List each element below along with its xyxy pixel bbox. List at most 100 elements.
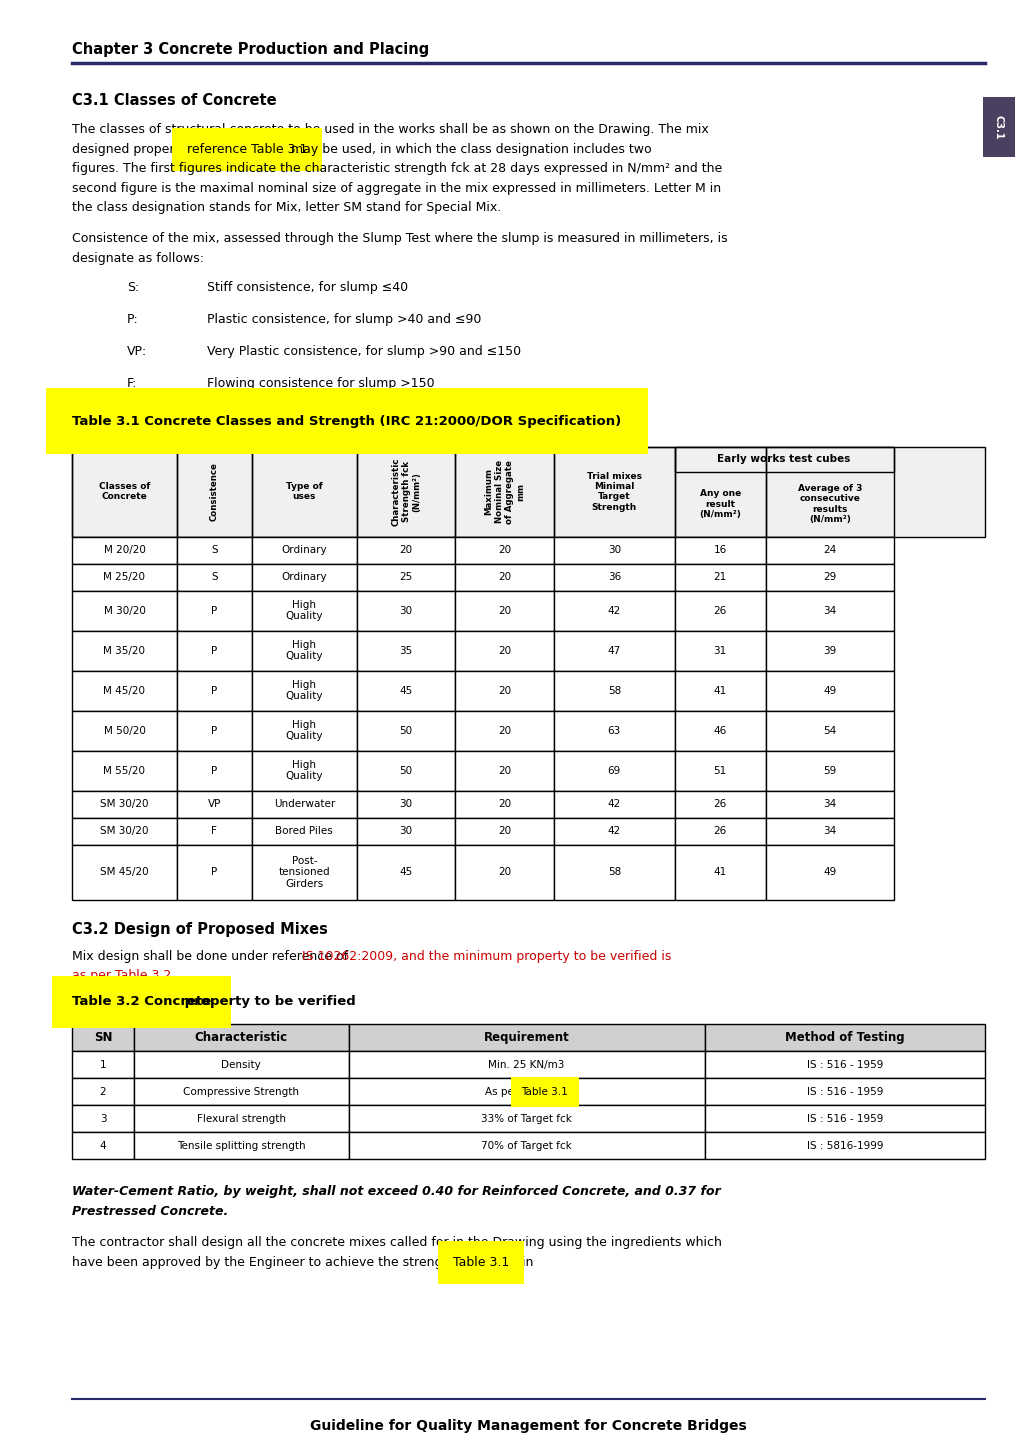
FancyBboxPatch shape (348, 1078, 704, 1105)
Text: 21: 21 (713, 572, 727, 582)
FancyBboxPatch shape (765, 751, 893, 791)
Text: Early works test cubes: Early works test cubes (716, 454, 850, 464)
Text: 31: 31 (713, 646, 727, 656)
FancyBboxPatch shape (72, 1105, 133, 1133)
FancyBboxPatch shape (72, 536, 177, 563)
Text: VP:: VP: (127, 346, 147, 359)
FancyBboxPatch shape (357, 817, 455, 844)
Text: High
Quality: High Quality (285, 640, 323, 661)
Text: 30: 30 (399, 826, 413, 836)
FancyBboxPatch shape (177, 844, 252, 899)
FancyBboxPatch shape (72, 844, 177, 899)
Text: Table 3.1: Table 3.1 (521, 1087, 568, 1097)
FancyBboxPatch shape (357, 536, 455, 563)
FancyBboxPatch shape (553, 791, 674, 817)
FancyBboxPatch shape (982, 97, 1014, 157)
FancyBboxPatch shape (765, 670, 893, 710)
FancyBboxPatch shape (674, 631, 765, 670)
Text: F: F (211, 826, 217, 836)
FancyBboxPatch shape (674, 751, 765, 791)
FancyBboxPatch shape (455, 710, 553, 751)
FancyBboxPatch shape (252, 791, 357, 817)
FancyBboxPatch shape (177, 563, 252, 591)
Text: IS : 516 - 1959: IS : 516 - 1959 (806, 1114, 882, 1124)
FancyBboxPatch shape (553, 817, 674, 844)
Text: C3.1 Classes of Concrete: C3.1 Classes of Concrete (72, 94, 276, 108)
Text: 2: 2 (100, 1087, 106, 1097)
Text: as per Table 3.2.: as per Table 3.2. (72, 970, 175, 983)
Text: S: S (211, 572, 217, 582)
Text: 59: 59 (822, 765, 836, 775)
Text: 36: 36 (607, 572, 621, 582)
FancyBboxPatch shape (177, 536, 252, 563)
FancyBboxPatch shape (252, 710, 357, 751)
FancyBboxPatch shape (357, 791, 455, 817)
FancyBboxPatch shape (455, 631, 553, 670)
Text: 20: 20 (497, 765, 511, 775)
Text: Min. 25 KN/m3: Min. 25 KN/m3 (488, 1061, 565, 1071)
FancyBboxPatch shape (177, 631, 252, 670)
Text: 20: 20 (497, 545, 511, 555)
Text: 30: 30 (607, 545, 621, 555)
Text: 33% of Target fck: 33% of Target fck (481, 1114, 572, 1124)
FancyBboxPatch shape (674, 817, 765, 844)
FancyBboxPatch shape (177, 591, 252, 631)
Text: High
Quality: High Quality (285, 720, 323, 742)
FancyBboxPatch shape (455, 670, 553, 710)
Text: 42: 42 (607, 605, 621, 615)
Text: 3: 3 (100, 1114, 106, 1124)
Text: Ordinary: Ordinary (281, 572, 327, 582)
Text: Plastic consistence, for slump >40 and ≤90: Plastic consistence, for slump >40 and ≤… (207, 313, 481, 326)
Text: Trial mixes
Minimal
Target
Strength: Trial mixes Minimal Target Strength (586, 471, 641, 512)
Text: M 45/20: M 45/20 (103, 686, 146, 696)
FancyBboxPatch shape (177, 791, 252, 817)
Text: P: P (211, 726, 217, 736)
Text: figures. The first figures indicate the characteristic strength fck at 28 days e: figures. The first figures indicate the … (72, 161, 721, 174)
FancyBboxPatch shape (252, 817, 357, 844)
FancyBboxPatch shape (674, 670, 765, 710)
Text: 20: 20 (497, 826, 511, 836)
FancyBboxPatch shape (133, 1105, 348, 1133)
FancyBboxPatch shape (72, 447, 984, 536)
Text: 26: 26 (713, 826, 727, 836)
Text: Density: Density (221, 1061, 261, 1071)
FancyBboxPatch shape (357, 710, 455, 751)
FancyBboxPatch shape (357, 751, 455, 791)
Text: M 50/20: M 50/20 (104, 726, 146, 736)
FancyBboxPatch shape (72, 710, 177, 751)
FancyBboxPatch shape (357, 670, 455, 710)
Text: 1: 1 (100, 1061, 106, 1071)
Text: Underwater: Underwater (273, 800, 334, 810)
Text: 54: 54 (822, 726, 836, 736)
Text: 42: 42 (607, 800, 621, 810)
Text: reference Table 3.1: reference Table 3.1 (186, 143, 307, 156)
Text: 50: 50 (399, 726, 413, 736)
FancyBboxPatch shape (704, 1025, 984, 1052)
FancyBboxPatch shape (177, 670, 252, 710)
Text: 30: 30 (399, 800, 413, 810)
Text: 41: 41 (713, 867, 727, 878)
Text: Post-
tensioned
Girders: Post- tensioned Girders (278, 856, 330, 889)
Text: 20: 20 (497, 800, 511, 810)
Text: Maximum
Nominal Size
of Aggregate
mm: Maximum Nominal Size of Aggregate mm (484, 460, 525, 523)
Text: 20: 20 (497, 605, 511, 615)
FancyBboxPatch shape (72, 670, 177, 710)
FancyBboxPatch shape (765, 631, 893, 670)
FancyBboxPatch shape (72, 1025, 133, 1052)
Text: 39: 39 (822, 646, 836, 656)
Text: property to be verified: property to be verified (179, 996, 355, 1009)
Text: 20: 20 (497, 686, 511, 696)
FancyBboxPatch shape (252, 844, 357, 899)
FancyBboxPatch shape (704, 1133, 984, 1160)
Text: Characteristic
Strength fck
(N/mm²): Characteristic Strength fck (N/mm²) (391, 457, 421, 526)
Text: Water-Cement Ratio, by weight, shall not exceed 0.40 for Reinforced Concrete, an: Water-Cement Ratio, by weight, shall not… (72, 1186, 720, 1199)
FancyBboxPatch shape (72, 1052, 133, 1078)
Text: may be used, in which the class designation includes two: may be used, in which the class designat… (286, 143, 651, 156)
FancyBboxPatch shape (455, 591, 553, 631)
Text: Very Plastic consistence, for slump >90 and ≤150: Very Plastic consistence, for slump >90 … (207, 346, 521, 359)
FancyBboxPatch shape (133, 1133, 348, 1160)
Text: 20: 20 (399, 545, 413, 555)
Text: Requirement: Requirement (483, 1032, 569, 1045)
FancyBboxPatch shape (455, 563, 553, 591)
Text: second figure is the maximal nominal size of aggregate in the mix expressed in m: second figure is the maximal nominal siz… (72, 182, 720, 195)
